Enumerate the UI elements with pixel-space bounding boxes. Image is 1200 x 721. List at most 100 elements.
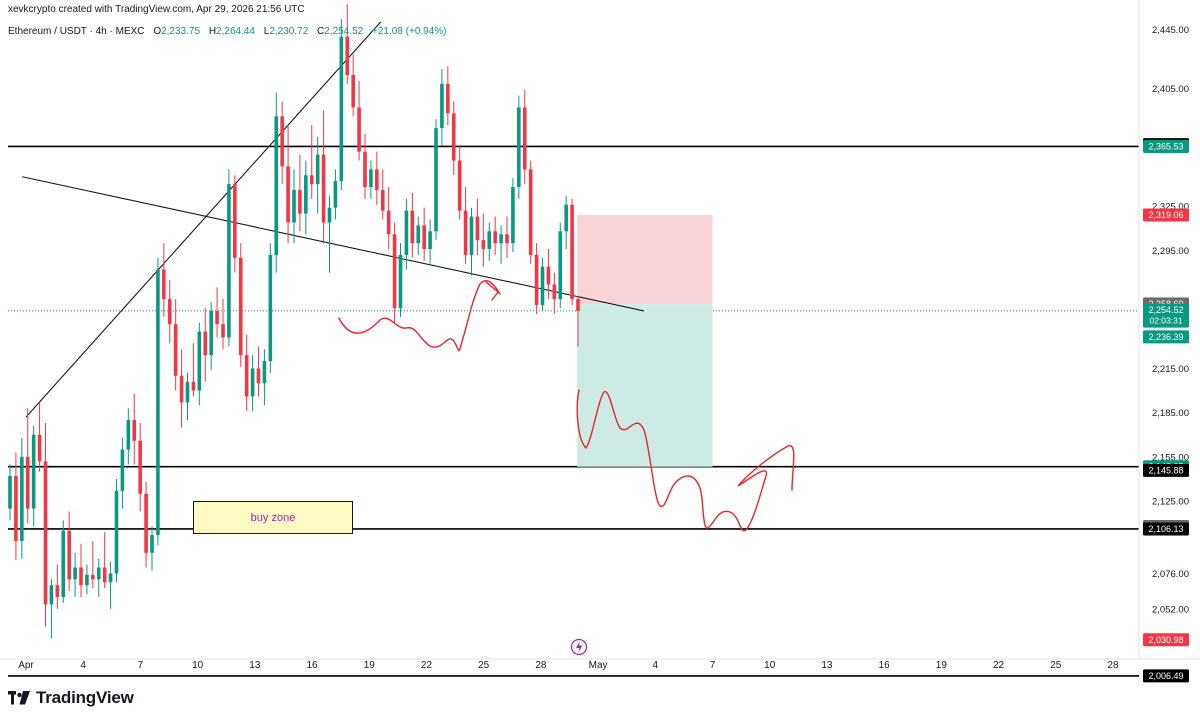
price-tag-label: 2,145.88: [1148, 465, 1183, 475]
candle-up: [564, 195, 568, 249]
hand-drawn-projection: [338, 280, 795, 532]
candle-up: [85, 564, 89, 595]
lightning-icon[interactable]: [570, 638, 588, 656]
time-tick-label: 4: [653, 660, 659, 671]
buy-zone-box[interactable]: buy zone: [193, 501, 353, 534]
candle-down: [256, 346, 261, 397]
candle-down: [380, 169, 385, 220]
candle-down: [463, 187, 468, 264]
candle-body: [79, 567, 83, 586]
candle-body: [156, 269, 160, 536]
symbol-label[interactable]: Ethereum / USDT · 4h · MEXC: [8, 26, 145, 37]
price-tick-label: 2,325.00: [1152, 202, 1189, 213]
candle-body: [351, 74, 355, 108]
candle-down: [215, 287, 219, 338]
candle-up: [274, 92, 279, 273]
candle-body: [197, 331, 202, 391]
drawn-arc-1: [338, 280, 501, 352]
candle-body: [493, 231, 497, 244]
candle-up: [262, 349, 267, 406]
candle-down: [191, 343, 196, 397]
candle-down: [298, 154, 302, 232]
price-tag-label: 2,030.98: [1148, 635, 1183, 645]
candle-up: [369, 160, 373, 199]
candle-down: [138, 423, 142, 512]
candle-body: [96, 567, 101, 580]
candle-body: [564, 204, 568, 232]
candle-up: [114, 479, 119, 583]
candle-body: [309, 175, 314, 185]
time-tick-label: 7: [710, 660, 716, 671]
candle-up: [327, 195, 332, 273]
candle-body: [451, 113, 456, 161]
candle-body: [150, 535, 154, 553]
candle-down: [481, 213, 486, 267]
candle-body: [570, 204, 574, 300]
time-tick-label: 28: [535, 660, 547, 671]
candle-body: [108, 573, 113, 583]
tradingview-logo[interactable]: TradingView: [8, 688, 134, 708]
candle-body: [256, 368, 261, 384]
candle-body: [522, 107, 527, 170]
candle-body: [144, 493, 148, 553]
candle-down: [221, 299, 225, 350]
candle-down: [522, 89, 527, 185]
candle-body: [191, 381, 196, 391]
candle-body: [499, 234, 503, 244]
high-value: 2,264.44: [216, 26, 255, 37]
candle-body: [434, 128, 438, 232]
candle-down: [505, 216, 509, 258]
candle-up: [404, 198, 409, 270]
candle-body: [404, 210, 409, 255]
horizontal-levels: [8, 145, 1139, 677]
candle-up: [185, 372, 190, 421]
open-value: 2,233.75: [161, 26, 201, 37]
candle-body: [558, 231, 563, 300]
candle-body: [339, 36, 344, 182]
time-tick-label: 16: [879, 660, 891, 671]
price-tag-bg: [1143, 303, 1189, 328]
price-tag: 2,006.49: [1143, 669, 1189, 683]
candle-down: [576, 296, 580, 347]
candle-down: [37, 402, 42, 472]
candle-up: [304, 160, 308, 235]
candle-up: [108, 561, 113, 609]
candle-body: [487, 231, 492, 249]
price-tag-bg: [1143, 330, 1189, 344]
trendline: [22, 176, 644, 312]
candle-body: [375, 169, 379, 191]
price-tag: 2,030.98: [1143, 633, 1189, 647]
price-tick-label: 2,052.00: [1152, 604, 1189, 615]
candle-down: [570, 198, 574, 306]
candle-up: [540, 257, 545, 311]
time-tick-label: 13: [821, 660, 833, 671]
price-tag-bg: [1143, 208, 1189, 222]
price-tag-bg: [1143, 463, 1189, 477]
candle-body: [380, 190, 385, 211]
candle-up: [292, 169, 296, 244]
price-tick-label: 2,155.00: [1152, 452, 1189, 463]
candle-body: [55, 585, 60, 598]
candle-body: [386, 210, 391, 235]
candle-up: [96, 558, 101, 598]
candle-up: [31, 425, 36, 527]
candle-down: [392, 222, 397, 323]
trendlines[interactable]: [22, 21, 644, 418]
time-axis[interactable]: Apr 4 7 10 13 16 19 22 25 28 May 4 7 10 13 16 19 22 25 28: [0, 658, 1200, 671]
candle-down: [357, 80, 361, 161]
candle-down: [457, 145, 462, 220]
candle-down: [321, 110, 326, 244]
candle-up: [73, 552, 77, 598]
candle-body: [167, 299, 172, 325]
candle-down: [14, 452, 18, 561]
time-tick-label: 7: [138, 660, 144, 671]
candle-body: [14, 476, 18, 541]
candle-body: [327, 207, 332, 223]
candle-up: [268, 243, 273, 373]
candle-down: [91, 540, 95, 589]
price-axis[interactable]: 2,675.002,625.002,575.002,445.002,405.00…: [1138, 0, 1189, 660]
short-position-tool[interactable]: [577, 214, 713, 467]
candle-down: [309, 125, 314, 199]
